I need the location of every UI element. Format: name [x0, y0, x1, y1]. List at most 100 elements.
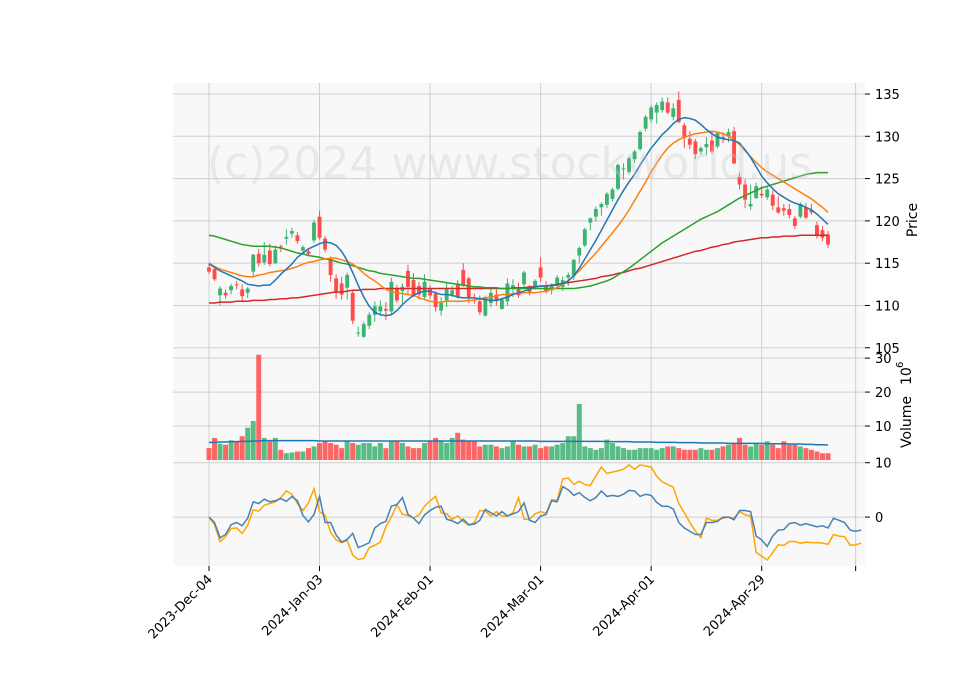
- candle-body: [676, 99, 681, 122]
- osc-panel-background: [173, 460, 865, 566]
- volume-bar: [654, 449, 660, 460]
- volume-bar: [444, 443, 450, 460]
- volume-bar: [737, 437, 743, 460]
- volume-bar: [294, 451, 300, 460]
- candle-body: [765, 189, 770, 198]
- volume-bar: [322, 441, 328, 460]
- volume-bar: [493, 446, 499, 460]
- candle-body: [417, 286, 421, 295]
- candle-body: [256, 253, 261, 264]
- volume-bar: [692, 449, 698, 460]
- volume-bar: [770, 444, 776, 460]
- candle-body: [477, 301, 482, 313]
- volume-bar: [659, 448, 665, 460]
- candle-body: [743, 184, 748, 200]
- candle-body: [577, 247, 582, 256]
- volume-bar: [543, 446, 549, 460]
- candle-body: [488, 292, 493, 303]
- volume-bar: [278, 449, 284, 460]
- volume-bar: [808, 449, 814, 460]
- ma-long-line: [208, 171, 828, 290]
- volume-tick-label: 10: [875, 420, 892, 435]
- candle-body: [262, 254, 267, 263]
- volume-bar: [394, 441, 400, 460]
- candle-body: [599, 203, 604, 208]
- ma-short-line: [208, 116, 829, 317]
- volume-bar: [466, 441, 472, 460]
- candle-body: [499, 299, 504, 309]
- candle-body: [466, 278, 471, 298]
- candle-body: [245, 288, 250, 293]
- volume-bar: [471, 441, 477, 460]
- candle-body: [367, 314, 372, 326]
- candle-body: [649, 107, 654, 120]
- candle-body: [748, 203, 753, 207]
- ma-mid-line: [208, 130, 829, 303]
- candle-body: [273, 249, 278, 264]
- price-tick-label: 135: [875, 88, 900, 103]
- volume-bar: [516, 444, 521, 460]
- volume-bar: [797, 446, 803, 460]
- candle-body: [312, 222, 316, 241]
- candle-body: [566, 275, 571, 278]
- oscillator-panel: 0 10: [173, 457, 892, 566]
- candle-body: [621, 168, 626, 170]
- volume-bar: [681, 449, 687, 460]
- volume-bar: [587, 448, 593, 460]
- volume-bar: [261, 437, 267, 460]
- volume-bar: [720, 446, 726, 460]
- candle-body: [555, 277, 560, 285]
- volume-bar: [305, 448, 311, 460]
- volume-bar: [283, 453, 289, 460]
- volume-bar: [742, 444, 748, 460]
- candle-body: [483, 297, 488, 316]
- volume-multiplier-exponent: 6: [895, 362, 906, 368]
- volume-bar: [328, 443, 334, 460]
- candle-body: [428, 288, 433, 296]
- candle-body: [582, 229, 587, 246]
- candle-body: [356, 332, 361, 334]
- candle-body: [350, 292, 355, 321]
- volume-bar: [532, 444, 538, 460]
- candle-body: [726, 132, 731, 137]
- volume-bar: [311, 446, 317, 460]
- price-tick-label: 125: [875, 173, 900, 188]
- candle-body: [218, 288, 222, 296]
- candle-body: [759, 193, 764, 196]
- candle-body: [494, 294, 499, 302]
- candle-body: [792, 218, 797, 226]
- candle-body: [284, 236, 289, 239]
- price-tick-label: 120: [875, 215, 900, 230]
- volume-bar: [703, 449, 709, 460]
- candle-body: [278, 246, 283, 248]
- volume-bar: [554, 444, 560, 460]
- volume-bar: [482, 444, 488, 460]
- volume-bar: [289, 452, 295, 460]
- volume-bar: [753, 443, 759, 460]
- ma-longest-line: [209, 234, 828, 304]
- volume-bar: [317, 443, 323, 460]
- candle-body: [455, 283, 460, 298]
- volume-bar: [510, 441, 516, 460]
- volume-bar: [333, 444, 339, 460]
- candle-body: [754, 186, 759, 199]
- volume-bar: [670, 446, 676, 460]
- volume-bar: [632, 449, 638, 460]
- candle-body: [533, 280, 538, 287]
- candle-body: [721, 137, 725, 139]
- volume-bar: [565, 436, 571, 460]
- volume-bar: [609, 443, 615, 460]
- volume-axis-label: Volume: [899, 396, 915, 448]
- candle-body: [433, 293, 438, 308]
- volume-bar: [549, 446, 555, 460]
- candle-body: [809, 209, 814, 213]
- volume-bar: [438, 441, 444, 460]
- candle-body: [715, 132, 720, 147]
- price-panel: 105 110 115 120 125 130 135: [173, 83, 900, 357]
- candle-body: [698, 148, 703, 152]
- volume-bar: [449, 437, 455, 460]
- oscillator-main-line: [208, 485, 862, 549]
- volume-bar: [355, 444, 361, 460]
- volume-bar: [764, 441, 770, 460]
- volume-bar: [786, 444, 792, 460]
